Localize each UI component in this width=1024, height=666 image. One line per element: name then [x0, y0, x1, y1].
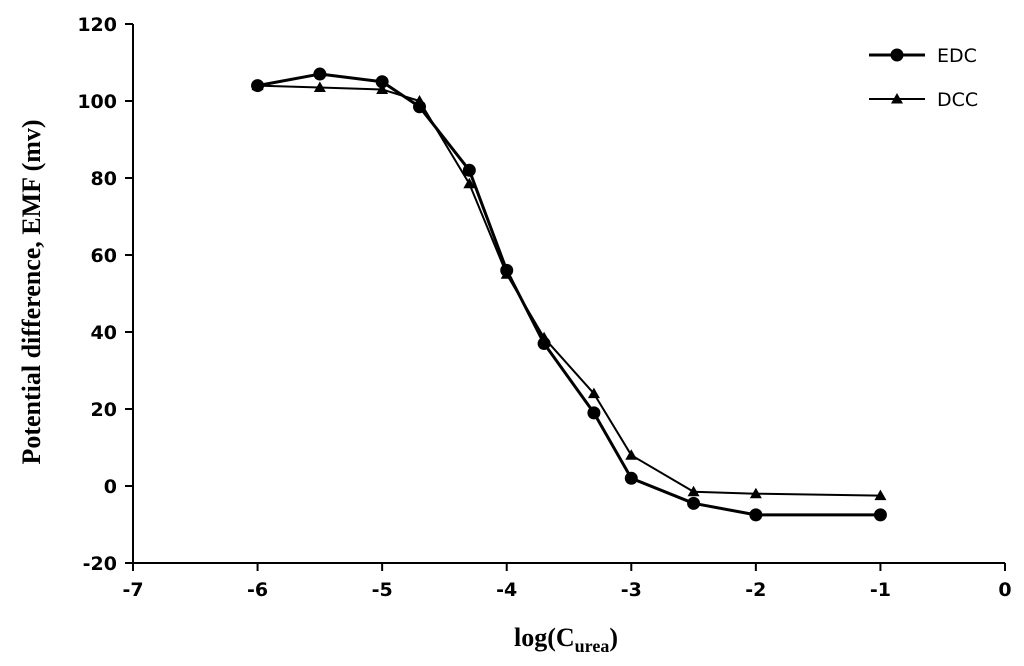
legend-marker: [890, 48, 904, 62]
series-line-edc: [257, 72, 881, 517]
x-tick-label: -4: [496, 579, 517, 601]
legend-marker: [891, 93, 903, 104]
x-axis-title: log(Curea): [514, 623, 618, 656]
data-point-dcc: [463, 177, 476, 189]
x-tick-label: -6: [247, 579, 268, 601]
legend-item-dcc: DCC: [869, 89, 978, 111]
data-point-dcc: [587, 387, 600, 399]
data-point-edc: [375, 75, 389, 89]
x-tick-label: -3: [621, 579, 642, 601]
data-point-dcc: [687, 485, 700, 497]
x-axis-title-subscript: urea: [575, 636, 610, 656]
data-point-edc: [687, 496, 701, 510]
y-tick-label: 80: [91, 168, 117, 190]
y-tick-label: 120: [77, 14, 117, 36]
series-line-dcc: [257, 84, 881, 497]
ticks: -7 -6 -5 -4 -3 -2 -1 0 -20 0 20 40 60 80 100 120: [77, 14, 1011, 601]
x-tick-label: -5: [372, 579, 393, 601]
data-point-dcc: [500, 268, 513, 279]
data-point-edc: [462, 163, 476, 177]
series-layer: [251, 67, 887, 522]
data-point-dcc: [413, 95, 426, 106]
x-tick-label: -2: [745, 579, 766, 601]
data-point-edc: [749, 508, 763, 522]
x-tick-label: 0: [998, 579, 1011, 601]
data-point-dcc: [251, 79, 264, 91]
y-axis-title: Potential difference, EMF (mv): [17, 119, 46, 464]
x-tick-label: -1: [870, 579, 891, 601]
data-point-dcc: [313, 81, 326, 93]
legend: EDC DCC: [869, 45, 978, 111]
data-point-dcc: [625, 449, 638, 460]
data-point-dcc: [874, 489, 887, 501]
data-point-edc: [873, 508, 887, 522]
legend-label: EDC: [937, 45, 977, 67]
series-dcc: [251, 79, 887, 501]
axes: [132, 24, 1005, 564]
data-point-dcc: [376, 83, 389, 94]
data-point-dcc: [538, 331, 551, 343]
y-tick-label: 100: [77, 91, 117, 113]
x-axis-title-main: log(C: [514, 623, 575, 652]
y-tick-label: -20: [83, 553, 117, 575]
x-tick-label: -7: [122, 579, 143, 601]
y-tick-label: 40: [91, 322, 117, 344]
data-point-edc: [624, 471, 638, 485]
y-tick-label: 0: [104, 476, 117, 498]
series-edc: [251, 67, 887, 522]
y-tick-label: 20: [91, 399, 117, 421]
legend-item-edc: EDC: [869, 45, 977, 67]
x-axis-title-close: ): [609, 623, 618, 652]
data-point-edc: [313, 67, 327, 81]
legend-label: DCC: [937, 89, 978, 111]
data-point-edc: [587, 406, 601, 420]
data-point-dcc: [749, 487, 762, 499]
y-tick-label: 60: [91, 245, 117, 267]
